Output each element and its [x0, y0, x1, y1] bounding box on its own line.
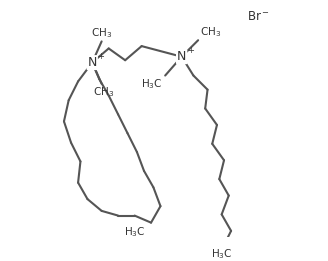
Text: H$_3$C: H$_3$C	[124, 225, 145, 239]
Text: CH$_3$: CH$_3$	[93, 85, 114, 99]
Text: H$_3$C: H$_3$C	[211, 247, 233, 261]
Text: CH$_3$: CH$_3$	[91, 26, 112, 40]
Text: +: +	[97, 52, 104, 61]
Text: +: +	[187, 46, 194, 55]
Text: N: N	[177, 50, 186, 63]
Text: Br$^-$: Br$^-$	[247, 10, 270, 23]
Text: H$_3$C: H$_3$C	[141, 77, 163, 91]
Text: CH$_3$: CH$_3$	[200, 25, 222, 39]
Text: N: N	[88, 56, 97, 69]
